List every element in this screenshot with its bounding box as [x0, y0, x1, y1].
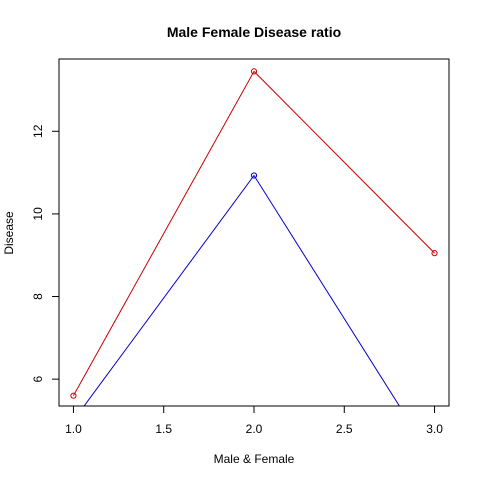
x-tick-label: 1.0	[65, 422, 82, 436]
y-tick-label: 6	[31, 375, 45, 382]
series-1-point	[250, 68, 258, 75]
plot-frame	[58, 58, 450, 407]
x-tick-label: 2.5	[336, 422, 353, 436]
y-tick-label: 8	[31, 293, 45, 300]
series-2-point	[250, 172, 258, 179]
y-axis-label: Disease	[2, 211, 16, 255]
series-1-point	[70, 392, 77, 399]
x-tick-label: 2.0	[246, 422, 263, 436]
y-tick-label: 10	[31, 207, 45, 221]
series-layer	[70, 68, 438, 406]
plot-area	[58, 58, 450, 407]
series-2-line	[83, 174, 400, 406]
x-axis-ticks: 1.0 1.5 2.0 2.5 3.0	[65, 405, 443, 436]
x-tick-label: 1.5	[155, 422, 172, 436]
series-1-line	[73, 70, 435, 396]
chart-title: Male Female Disease ratio	[167, 24, 341, 40]
x-axis-label: Male & Female	[214, 452, 295, 466]
y-tick-label: 12	[31, 124, 45, 138]
x-tick-label: 3.0	[426, 422, 443, 436]
series-1-point	[431, 250, 438, 257]
